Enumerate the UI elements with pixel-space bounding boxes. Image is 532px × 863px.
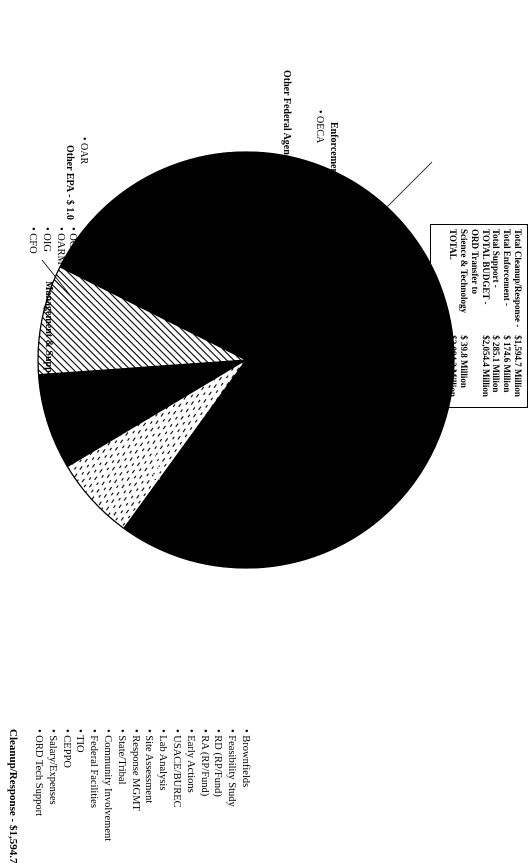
cleanup-item: • State/Tribal [115,729,127,785]
budget-summary-table: Total Cleanup/Response - $1,594.7 Million… [447,229,523,397]
cleanup-item: • Federal Facilities [88,729,100,808]
cleanup-item: • ORD Tech Support [33,729,45,817]
leader-cleanup [41,259,75,301]
cleanup-item: • Brownfields [240,729,251,788]
percent-label-enforcement: 8.5% [272,286,284,311]
cleanup-item-list: • Brownfields • Feasibility Study • RD (… [31,729,252,841]
cleanup-item: • Salary/Expenses [46,729,58,805]
cleanup-item: • USACE/BUREC [171,729,183,808]
other-federal-agencies-title: Other Federal Agencies - $152.0 [281,70,292,207]
summary-row-label: TOTAL BUDGET - [480,229,491,305]
summary-row-label: Total Support - [491,229,502,288]
mgmt-item-column-1: • OARM • OIG • CFO [26,227,67,265]
summary-row-value: $1,594.7 Million [513,335,523,397]
cleanup-item: • Early Actions [184,729,196,793]
summary-row-label: TOTAL [448,229,459,260]
summary-row: Science & Technology $ 39.8 Million [458,229,469,397]
cleanup-title: Cleanup/Response - $1,594.7 [7,729,19,863]
summary-row: Total Support - $ 285.1 Million [491,229,502,397]
mgmt-item: • OIG [41,227,53,252]
percent-label-other-epa: 0.1% [202,201,214,226]
cleanup-item: • Feasibility Study [226,729,238,807]
summary-row-value: $2,054.4 Million [480,335,491,397]
pie-chart [37,151,455,569]
enforcement-item: • OECA [314,110,325,144]
pie-chart-figure: Cleanup/Response - $1,594.7 • Brownfield… [7,70,528,863]
summary-row: Total Enforcement - $ 174.6 Million [501,229,512,397]
mgmt-title: Management & Support - $132.1 [43,281,54,422]
mgmt-item-column-2: • OA • OPPE • OGC [66,227,107,259]
summary-row-value: $ 174.6 Million [502,335,513,393]
cleanup-item: • RA (RP/Fund) [198,729,210,797]
summary-row: Total Cleanup/Response - $1,594.7 Million [512,229,523,397]
summary-row: TOTAL BUDGET - $2,054.4 Million [480,229,491,397]
cleanup-item: • Community Involvement [102,729,114,842]
cleanup-item: • Lab Analysis [157,729,169,791]
summary-row: TOTAL $2,094.2 Million [447,229,458,397]
summary-row-value: $ 285.1 Million [491,335,502,393]
mgmt-item: • OGC [67,227,79,256]
cleanup-item: • CEPPO [60,729,72,768]
mgmt-item: • OPPE [81,227,93,259]
leader-enforcement [266,165,276,181]
budget-summary-box: Total Cleanup/Response - $1,594.7 Million… [430,224,528,408]
mgmt-item: • OA [95,227,106,249]
summary-row-label: Total Enforcement - [502,229,513,306]
summary-row-value [469,327,480,397]
summary-row: ORD Transfer to [469,229,480,397]
summary-row-label: ORD Transfer to [469,229,480,294]
cleanup-item: • RD (RP/Fund) [212,729,224,797]
other-epa-title: Other EPA - $ 1.0 [64,145,75,220]
cleanup-item: • TIO [74,729,86,753]
cleanup-item: • Site Assessment [143,729,155,804]
summary-row-value: $ 39.8 Million [459,335,470,388]
percent-label-cleanup: 77.6% [150,452,162,483]
summary-row-value: $2,094.2 Million [448,335,459,397]
summary-row-label: Total Cleanup/Response - [513,229,523,328]
percent-label-mgmt: 6.4% [196,242,208,267]
cleanup-item: • Response MGMT [129,729,141,811]
other-epa-item: • OAR [78,137,89,165]
leader-mgmt [381,161,433,213]
summary-row-label: Science & Technology [459,229,470,314]
pie-outline [37,151,455,569]
leader-other-fed [233,161,291,207]
mgmt-item: • CFO [27,227,39,254]
enforcement-title: Enforcement - $174.6 [328,122,339,214]
